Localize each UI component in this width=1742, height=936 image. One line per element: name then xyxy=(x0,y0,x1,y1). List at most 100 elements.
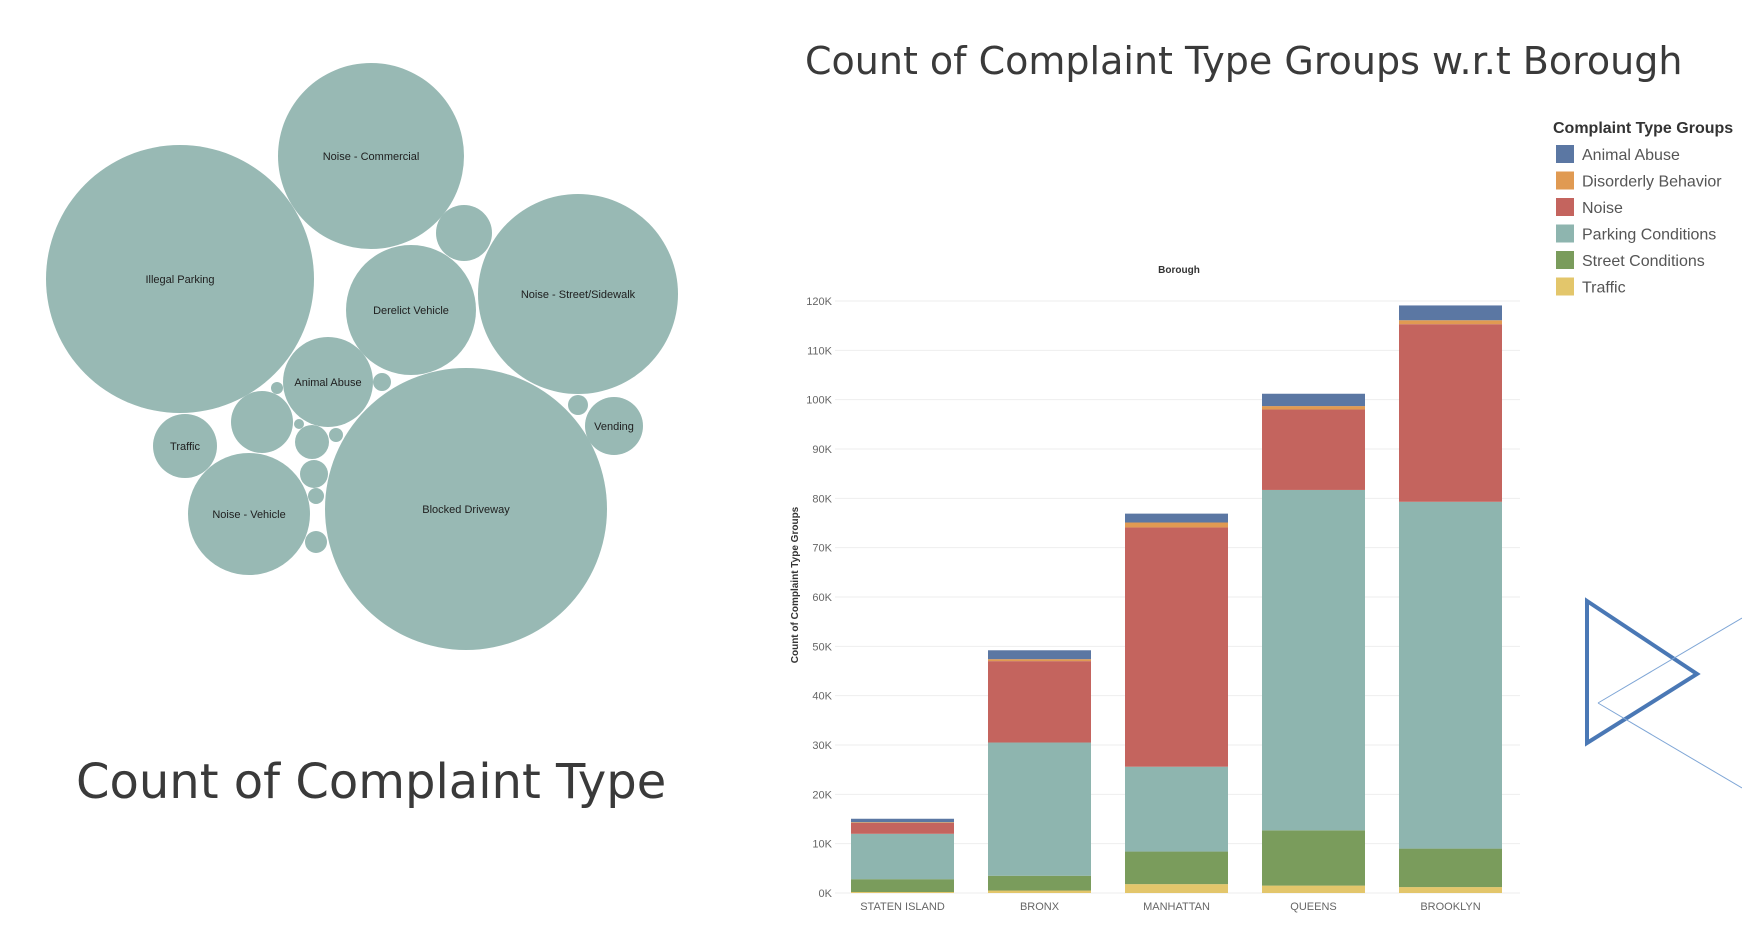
bar-segment[interactable] xyxy=(1399,848,1502,888)
legend-label: Noise xyxy=(1582,200,1623,217)
bar-segment[interactable] xyxy=(851,822,954,834)
bubble[interactable]: Animal Abuse xyxy=(283,337,373,427)
bar-segment[interactable] xyxy=(851,822,954,823)
stacked-bar-chart: Borough 0K 10K 20K 30K 40K 50K 60K 70K 80K 90K 100K… xyxy=(790,265,1520,913)
bubble-circle[interactable] xyxy=(46,145,314,413)
bubble-circle[interactable] xyxy=(188,453,310,575)
bubble-circle[interactable] xyxy=(300,460,328,488)
bubble-label: Noise - Street/Sidewalk xyxy=(521,289,636,301)
bubble[interactable] xyxy=(373,373,391,391)
legend-item[interactable]: Disorderly Behavior xyxy=(1556,171,1722,191)
bar-segment[interactable] xyxy=(1125,851,1228,885)
y-axis-label: Count of Complaint Type Groups xyxy=(790,506,801,663)
bubble-circle[interactable] xyxy=(231,391,293,453)
bar-segment[interactable] xyxy=(988,742,1091,876)
bubble[interactable] xyxy=(308,488,324,504)
bar-segment[interactable] xyxy=(988,659,1091,662)
bar-segment[interactable] xyxy=(1262,830,1365,886)
bubble[interactable]: Illegal Parking xyxy=(46,145,314,413)
legend-item[interactable]: Animal Abuse xyxy=(1556,145,1680,164)
bubble-circle[interactable] xyxy=(329,428,343,442)
bubble[interactable] xyxy=(320,394,328,402)
bar-segment[interactable] xyxy=(851,833,954,880)
bar-segment[interactable] xyxy=(1399,887,1502,893)
bar-segment[interactable] xyxy=(1262,406,1365,410)
bar-segment[interactable] xyxy=(988,650,1091,660)
bar-chart-title: Count of Complaint Type Groups w.r.t Bor… xyxy=(805,39,1682,83)
bar-segment[interactable] xyxy=(988,890,1091,893)
y-tick-label: 60K xyxy=(812,592,832,604)
bar-segment[interactable] xyxy=(1399,305,1502,321)
legend-item[interactable]: Street Conditions xyxy=(1556,251,1705,270)
bar-segment[interactable] xyxy=(1125,527,1228,767)
legend-item[interactable]: Noise xyxy=(1556,198,1623,217)
y-tick-label: 90K xyxy=(812,444,832,456)
bubble-circle[interactable] xyxy=(325,368,607,650)
bubble[interactable]: Traffic xyxy=(153,414,217,478)
bar-segment[interactable] xyxy=(1399,324,1502,502)
bar-segment[interactable] xyxy=(851,879,954,893)
bubble[interactable]: Blocked Driveway xyxy=(325,368,607,650)
bubble[interactable] xyxy=(329,428,343,442)
bubble-chart: Illegal Parking Noise - Commercial Derelic… xyxy=(46,63,678,650)
bubble[interactable] xyxy=(294,419,304,429)
bubble-circle[interactable] xyxy=(320,394,328,402)
bubble-circle[interactable] xyxy=(478,194,678,394)
bubble[interactable]: Derelict Vehicle xyxy=(346,245,476,375)
bar-segment[interactable] xyxy=(851,818,954,823)
bubble[interactable]: Noise - Commercial xyxy=(278,63,464,249)
bubble-circle[interactable] xyxy=(585,397,643,455)
bar-segment[interactable] xyxy=(1399,501,1502,849)
legend: Complaint Type Groups Animal Abuse Disorde… xyxy=(1553,120,1733,297)
legend-label: Parking Conditions xyxy=(1582,227,1716,244)
bubble-circle[interactable] xyxy=(436,205,492,261)
legend-label: Animal Abuse xyxy=(1582,147,1680,164)
y-tick-label: 80K xyxy=(812,493,832,505)
bar-segment[interactable] xyxy=(1125,513,1228,523)
bubble-circle[interactable] xyxy=(295,425,329,459)
bubble-label: Noise - Vehicle xyxy=(212,509,285,521)
x-tick-label: STATEN ISLAND xyxy=(860,901,945,913)
y-tick-label: 40K xyxy=(812,691,832,703)
bar-segment[interactable] xyxy=(1262,489,1365,831)
bubble-circle[interactable] xyxy=(294,419,304,429)
bubble[interactable] xyxy=(568,395,588,415)
bubble[interactable]: Vending xyxy=(585,397,643,455)
bubble-circle[interactable] xyxy=(308,488,324,504)
bubble[interactable] xyxy=(271,382,283,394)
bar-segment[interactable] xyxy=(1262,409,1365,490)
legend-swatch xyxy=(1556,198,1574,216)
bubble-circle[interactable] xyxy=(346,245,476,375)
bubble[interactable] xyxy=(300,460,328,488)
bar-segment[interactable] xyxy=(988,875,1091,891)
bubble[interactable] xyxy=(436,205,492,261)
bubble-circle[interactable] xyxy=(283,337,373,427)
bubble[interactable] xyxy=(295,425,329,459)
bubble-circle[interactable] xyxy=(271,382,283,394)
bubble-circle[interactable] xyxy=(373,373,391,391)
bar-segment[interactable] xyxy=(1262,885,1365,893)
bubble[interactable]: Noise - Vehicle xyxy=(188,453,310,575)
bar-segment[interactable] xyxy=(1399,320,1502,325)
y-tick-label: 20K xyxy=(812,789,832,801)
bubble[interactable] xyxy=(305,531,327,553)
legend-item[interactable]: Traffic xyxy=(1556,277,1626,297)
bar-segment[interactable] xyxy=(1125,766,1228,852)
legend-label: Disorderly Behavior xyxy=(1582,174,1722,191)
legend-item[interactable]: Parking Conditions xyxy=(1556,224,1716,244)
bubble-circle[interactable] xyxy=(568,395,588,415)
bar-segment[interactable] xyxy=(851,892,954,893)
y-tick-label: 70K xyxy=(812,543,832,555)
bubble[interactable] xyxy=(231,391,293,453)
bar-segment[interactable] xyxy=(988,661,1091,743)
bar-segment[interactable] xyxy=(1262,393,1365,407)
bar-segment[interactable] xyxy=(1125,884,1228,893)
bubble-chart-title: Count of Complaint Type xyxy=(76,754,666,810)
bubble-circle[interactable] xyxy=(305,531,327,553)
bar-segment[interactable] xyxy=(1125,522,1228,528)
bubble[interactable]: Noise - Street/Sidewalk xyxy=(478,194,678,394)
bubble-circle[interactable] xyxy=(278,63,464,249)
bubble-label: Animal Abuse xyxy=(294,377,361,389)
bubble-circle[interactable] xyxy=(153,414,217,478)
